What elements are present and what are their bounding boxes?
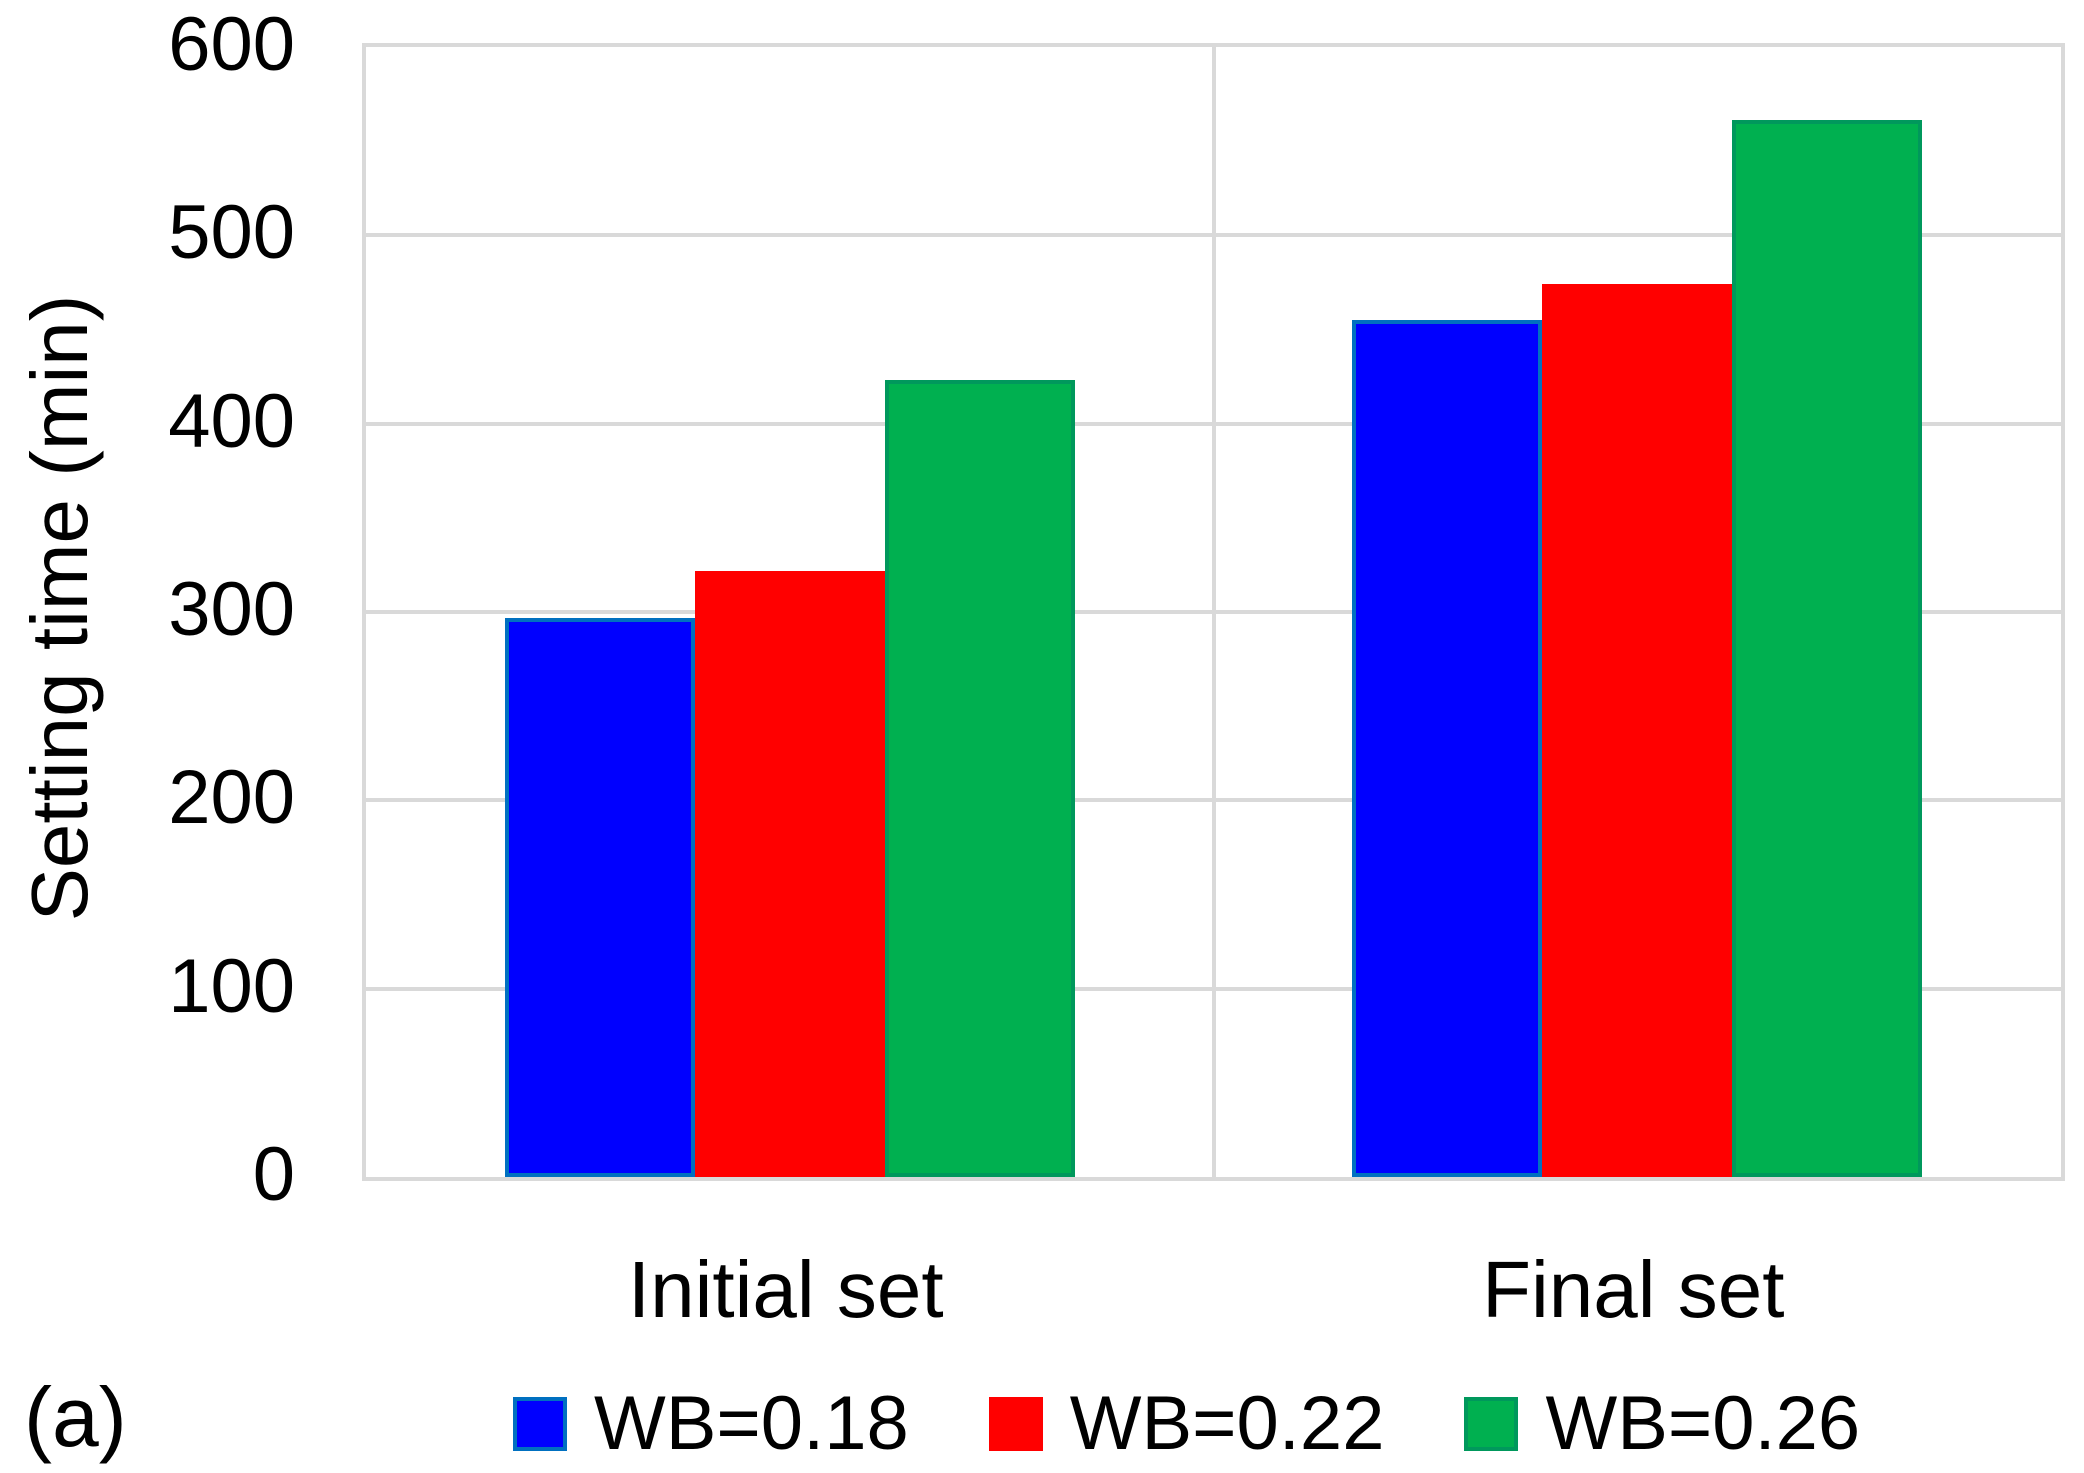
y-tick-label-400: 400 [168,378,295,464]
y-tick-label-0: 0 [252,1132,295,1217]
y-tick-label-500: 500 [168,190,295,276]
bar-wb-0-18-initial-set [504,617,695,1177]
y-tick-label-100: 100 [168,943,295,1029]
y-tick-label-600: 600 [168,2,295,87]
panel-label: (a) [24,1370,127,1464]
bar-wb-0-22-final-set [1542,284,1733,1177]
x-category-label-1: Initial set [627,1245,944,1334]
bar-wb-0-26-initial-set [884,380,1075,1177]
legend-label: WB=0.22 [1069,1381,1385,1466]
x-category-label-2: Final set [1482,1245,1785,1334]
legend-swatch-icon [513,1397,567,1451]
legend-label: WB=0.18 [594,1381,909,1466]
bar-wb-0-18-final-set [1352,320,1543,1177]
bar-wb-0-26-final-set [1732,120,1923,1177]
legend-entry-1: WB=0.18 [513,1386,909,1462]
bar-wb-0-22-initial-set [694,570,885,1177]
legend-entry-2: WB=0.22 [988,1381,1385,1466]
legend: WB=0.18 WB=0.22 WB=0.26 [513,1386,1860,1462]
y-tick-label-200: 200 [168,755,295,841]
legend-swatch-icon [1464,1397,1519,1451]
legend-swatch-icon [988,1397,1043,1451]
y-tick-label-300: 300 [168,567,295,652]
legend-entry-3: WB=0.26 [1464,1386,1860,1462]
plot-area [362,43,2065,1181]
legend-label: WB=0.26 [1545,1381,1861,1466]
gridline-x-1 [1211,47,1216,1177]
